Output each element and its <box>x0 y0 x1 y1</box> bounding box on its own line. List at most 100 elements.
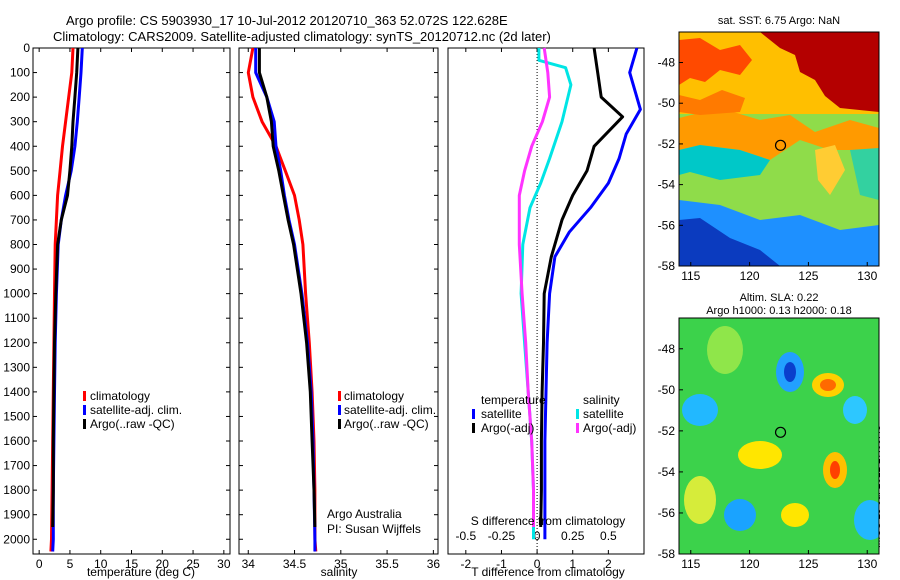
series-line-temperature-satellite <box>543 47 642 540</box>
legend-swatch <box>338 391 341 401</box>
t-difference-tick-label: 1 <box>569 557 576 571</box>
salinity-legend-title: salinity <box>583 393 620 407</box>
map-lat-label: -56 <box>658 218 676 232</box>
map-lat-label: -52 <box>658 137 676 151</box>
sla-map-panel: Altim. SLA: 0.22 Argo h1000: 0.13 h2000:… <box>658 292 880 571</box>
series-line-argo-raw-qc- <box>257 48 317 528</box>
temperature-tick-label: 15 <box>125 557 139 571</box>
legend-label: Argo(-adj) <box>583 421 636 435</box>
map-lon-label: 125 <box>798 557 818 571</box>
map-lat-label: -54 <box>658 465 676 479</box>
temperature-tick-label: 20 <box>156 557 170 571</box>
temperature-xlabel: temperature (deg C) <box>87 565 195 579</box>
temperature-axis-ticks: 0 5 10 15 20 25 30 <box>36 48 231 571</box>
salinity-tick-label: 34 <box>242 557 256 571</box>
legend-label: climatology <box>90 389 150 403</box>
temperature-tick-label: 25 <box>186 557 200 571</box>
depth-tick-label: 900 <box>10 262 30 276</box>
map-lon-label: 120 <box>740 269 760 283</box>
map-lat-label: -48 <box>658 56 676 70</box>
depth-tick-label: 500 <box>10 164 30 178</box>
salinity-axes-frame <box>238 47 439 555</box>
legend-swatch <box>83 419 86 429</box>
map-lat-label: -58 <box>658 547 676 561</box>
map-lat-label: -48 <box>658 342 676 356</box>
depth-tick-label: 800 <box>10 238 30 252</box>
map-lat-label: -52 <box>658 424 676 438</box>
t-difference-ticks: -2 -1 0 1 2 <box>460 48 612 571</box>
s-difference-label: S difference from climatology <box>471 514 626 528</box>
sst-argo-position-marker <box>774 139 787 151</box>
legend-swatch <box>338 405 341 415</box>
temperature-series <box>49 47 84 552</box>
depth-tick-label: 700 <box>10 213 30 227</box>
temperature-tick-label: 10 <box>94 557 108 571</box>
climatology-subtitle: Climatology: CARS2009. Satellite-adjuste… <box>53 29 551 44</box>
legend-label: Argo(-adj) <box>481 421 534 435</box>
t-difference-tick-label: 2 <box>605 557 612 571</box>
sla-field <box>679 318 879 554</box>
salinity-tick-label: 34.5 <box>283 557 307 571</box>
legend-swatch <box>576 409 579 419</box>
depth-tick-label: 0 <box>23 41 30 55</box>
sst-map-frame <box>678 31 880 267</box>
legend-label: satellite-adj. clim. <box>90 403 182 417</box>
legend-label: satellite <box>583 407 624 421</box>
temperature-tick-label: 30 <box>217 557 231 571</box>
s-difference-tick-label: 0.5 <box>600 529 617 543</box>
sla-map-frame <box>678 317 880 555</box>
s-difference-tick-label: -0.25 <box>488 529 516 543</box>
depth-tick-label: 100 <box>10 66 30 80</box>
depth-tick-label: 1500 <box>3 409 30 423</box>
map-lon-label: 115 <box>681 557 700 571</box>
depth-tick-label: 1100 <box>4 311 30 325</box>
s-difference-ticks: -0.5 -0.25 0 0.25 0.5 <box>455 529 617 543</box>
salinity-tick-label: 36 <box>427 557 441 571</box>
map-lat-label: -50 <box>658 383 676 397</box>
sst-field <box>679 32 879 266</box>
legend-swatch <box>83 391 86 401</box>
t-difference-tick-label: -1 <box>496 557 507 571</box>
depth-tick-label: 1000 <box>3 287 30 301</box>
map-lat-label: -54 <box>658 178 676 192</box>
series-line-salinity-argo-adj- <box>517 47 552 527</box>
legend-swatch <box>83 405 86 415</box>
map-lon-label: 130 <box>857 557 877 571</box>
sst-map-panel: sat. SST: 6.75 Argo: NaN 115 120 125 130 -48… <box>658 15 880 283</box>
temperature-tick-label: 5 <box>67 557 74 571</box>
depth-tick-label: 1200 <box>3 336 30 350</box>
depth-tick-label: 1400 <box>3 385 30 399</box>
salinity-xlabel: salinity <box>321 565 358 579</box>
map-lat-label: -50 <box>658 96 676 110</box>
sla-argo-position-marker <box>774 426 787 438</box>
difference-series <box>517 47 642 540</box>
map-lon-label: 130 <box>857 269 877 283</box>
map-lat-label: -58 <box>658 259 676 273</box>
depth-tick-label: 1900 <box>3 508 30 522</box>
s-difference-tick-label: 0 <box>534 529 541 543</box>
sst-map-ticks: 115 120 125 130 -48 -50 -52 -54 -56 -58 <box>658 56 878 283</box>
salinity-panel: 34 34.5 35 35.5 36 climatologysatellite-adj.… <box>238 47 441 579</box>
salinity-depth-ticks <box>239 47 438 540</box>
legend-swatch <box>576 423 579 433</box>
depth-tick-label: 300 <box>10 115 30 129</box>
argo-credit-line1: Argo Australia <box>327 507 402 521</box>
depth-tick-label: 1800 <box>3 483 30 497</box>
series-line-temperature-argo-adj- <box>539 47 625 528</box>
difference-legend: temperature salinitysatelliteArgo(-adj)sa… <box>472 393 636 435</box>
depth-tick-label: 1300 <box>3 360 30 374</box>
argo-credit-line2: PI: Susan Wijffels <box>327 522 421 536</box>
profile-title: Argo profile: CS 5903930_17 10-Jul-2012 … <box>66 13 508 28</box>
legend-swatch <box>472 409 475 419</box>
temperature-tick-label: 0 <box>36 557 43 571</box>
depth-tick-label: 200 <box>10 90 30 104</box>
sla-map-ticks: 115 120 125 130 -48 -50 -52 -54 -56 -58 <box>658 342 878 571</box>
legend-label: Argo(..raw -QC) <box>344 417 429 431</box>
s-difference-tick-label: 0.25 <box>561 529 585 543</box>
depth-tick-label: 600 <box>10 188 30 202</box>
legend-label: climatology <box>344 389 404 403</box>
map-lon-label: 115 <box>681 269 700 283</box>
depth-tick-label: 1600 <box>3 434 30 448</box>
